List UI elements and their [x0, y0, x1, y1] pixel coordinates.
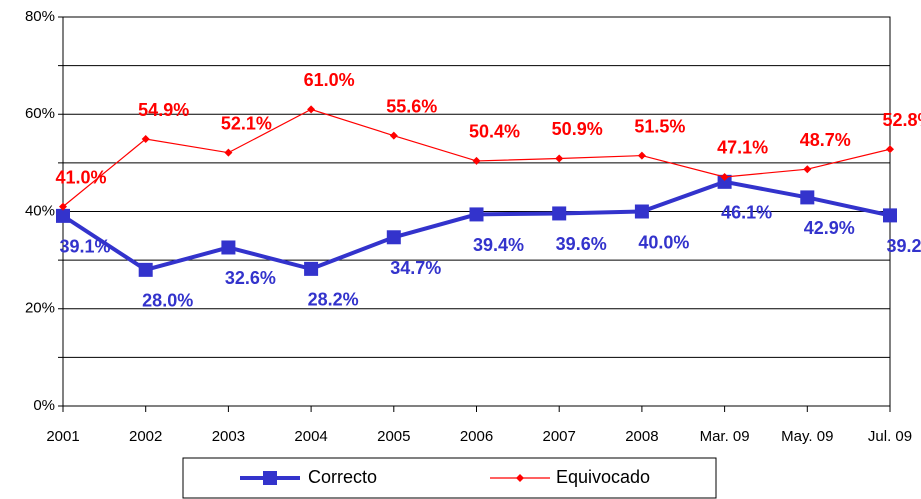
y-tick-label: 80% [25, 8, 55, 25]
x-tick-label: May. 09 [781, 428, 833, 445]
marker [221, 240, 236, 255]
marker [56, 208, 70, 223]
legend-label: Equivocado [556, 467, 650, 487]
data-label: 52.8% [882, 110, 921, 130]
data-label: 52.1% [221, 113, 272, 133]
data-label: 39.2% [886, 236, 921, 256]
data-label: 39.6% [556, 234, 607, 254]
data-label: 34.7% [390, 258, 441, 278]
marker [472, 156, 481, 165]
marker [886, 145, 894, 154]
data-label: 28.2% [308, 290, 359, 310]
legend-label: Correcto [308, 467, 377, 487]
data-label: 61.0% [304, 70, 355, 90]
x-tick-label: 2003 [212, 428, 245, 445]
y-tick-label: 0% [33, 397, 55, 414]
marker [637, 151, 646, 160]
legend-marker [263, 471, 277, 485]
x-tick-label: 2006 [460, 428, 493, 445]
data-label: 32.6% [225, 268, 276, 288]
y-tick-label: 60% [25, 105, 55, 122]
x-tick-label: 2004 [294, 428, 327, 445]
marker [800, 190, 815, 205]
x-tick-label: 2005 [377, 428, 410, 445]
data-label: 50.9% [552, 119, 603, 139]
marker [224, 148, 233, 157]
legend-marker [516, 474, 524, 482]
data-label: 50.4% [469, 122, 520, 142]
x-tick-label: Mar. 09 [700, 428, 750, 445]
x-tick-label: 2007 [543, 428, 576, 445]
data-label: 41.0% [55, 167, 106, 187]
data-label: 51.5% [634, 116, 685, 136]
x-tick-label: 2008 [625, 428, 658, 445]
marker [717, 174, 732, 189]
marker [138, 262, 153, 277]
data-label: 28.0% [142, 291, 193, 311]
series-line [61, 179, 891, 273]
data-label: 39.4% [473, 235, 524, 255]
x-tick-label: Jul. 09 [868, 428, 912, 445]
data-label: 46.1% [721, 203, 772, 223]
marker [803, 165, 812, 174]
x-tick-label: 2001 [46, 428, 79, 445]
marker [307, 105, 316, 114]
y-tick-label: 20% [25, 300, 55, 317]
data-label: 40.0% [638, 232, 689, 252]
data-label: 55.6% [386, 96, 437, 116]
marker [59, 202, 67, 211]
marker [634, 204, 649, 219]
marker [304, 261, 319, 276]
marker [552, 206, 567, 221]
data-label: 47.1% [717, 138, 768, 158]
marker [141, 135, 150, 144]
y-tick-label: 40% [25, 202, 55, 219]
marker [389, 131, 398, 140]
data-label: 39.1% [59, 237, 110, 257]
marker [555, 154, 564, 163]
data-label: 48.7% [800, 130, 851, 150]
data-label: 54.9% [138, 100, 189, 120]
marker [883, 208, 897, 223]
x-tick-label: 2002 [129, 428, 162, 445]
marker [469, 207, 484, 222]
data-label: 42.9% [804, 218, 855, 238]
marker [386, 230, 401, 245]
marker [720, 172, 729, 181]
